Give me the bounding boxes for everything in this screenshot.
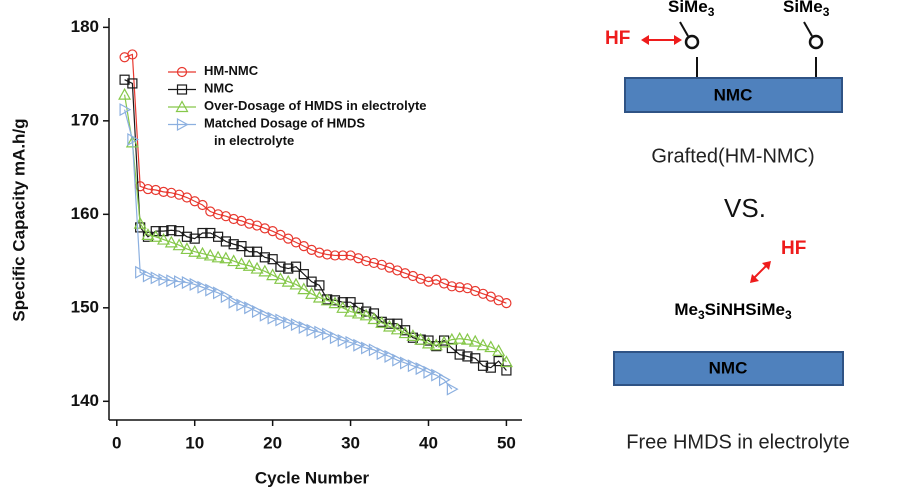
- y-tick-label: 160: [71, 204, 99, 223]
- series: [120, 50, 511, 308]
- y-tick-label: 170: [71, 110, 99, 129]
- vs-label: VS.: [724, 193, 766, 223]
- substrate-label: NMC: [709, 358, 748, 377]
- hf-label: HF: [781, 238, 806, 259]
- x-axis-title: Cycle Number: [255, 468, 370, 487]
- series-line: [125, 54, 507, 303]
- x-tick-label: 0: [112, 433, 121, 452]
- x-tick-label: 40: [419, 433, 438, 452]
- oxygen: [810, 36, 822, 48]
- series-line: [125, 95, 507, 362]
- x-tick-label: 10: [185, 433, 204, 452]
- caption: Grafted(HM-NMC): [651, 145, 814, 167]
- arrow: [754, 265, 767, 278]
- group-label: SiMe3: [783, 0, 830, 19]
- oxygen: [686, 36, 698, 48]
- substrate-label: NMC: [714, 85, 753, 104]
- legend-label: Matched Dosage of HMDSin electrolyte: [204, 116, 365, 149]
- bond: [680, 22, 688, 36]
- bond: [804, 22, 812, 36]
- figure: Cycle Number Specific Capacity mA.h/g Si…: [0, 0, 903, 493]
- x-tick-label: 50: [497, 433, 516, 452]
- caption: Free HMDS in electrolyte: [626, 431, 849, 453]
- y-axis-title: Specific Capacity mA.h/g: [9, 118, 28, 321]
- legend-label: HM-NMC: [204, 63, 259, 78]
- x-tick-label: 20: [263, 433, 282, 452]
- molecule-label: Me3SiNHSiMe3: [674, 300, 792, 322]
- legend-label: Over-Dosage of HMDS in electrolyte: [204, 98, 427, 113]
- group-label: SiMe3: [668, 0, 715, 19]
- y-tick-label: 180: [71, 17, 99, 36]
- diagram: SiMe3 SiMe3 HF NMC Grafted(HM-NMC) VS. H…: [605, 0, 850, 453]
- hf-label: HF: [605, 28, 630, 49]
- y-tick-label: 150: [71, 297, 99, 316]
- x-tick-label: 30: [341, 433, 360, 452]
- y-tick-label: 140: [71, 391, 99, 410]
- legend-label: NMC: [204, 81, 234, 96]
